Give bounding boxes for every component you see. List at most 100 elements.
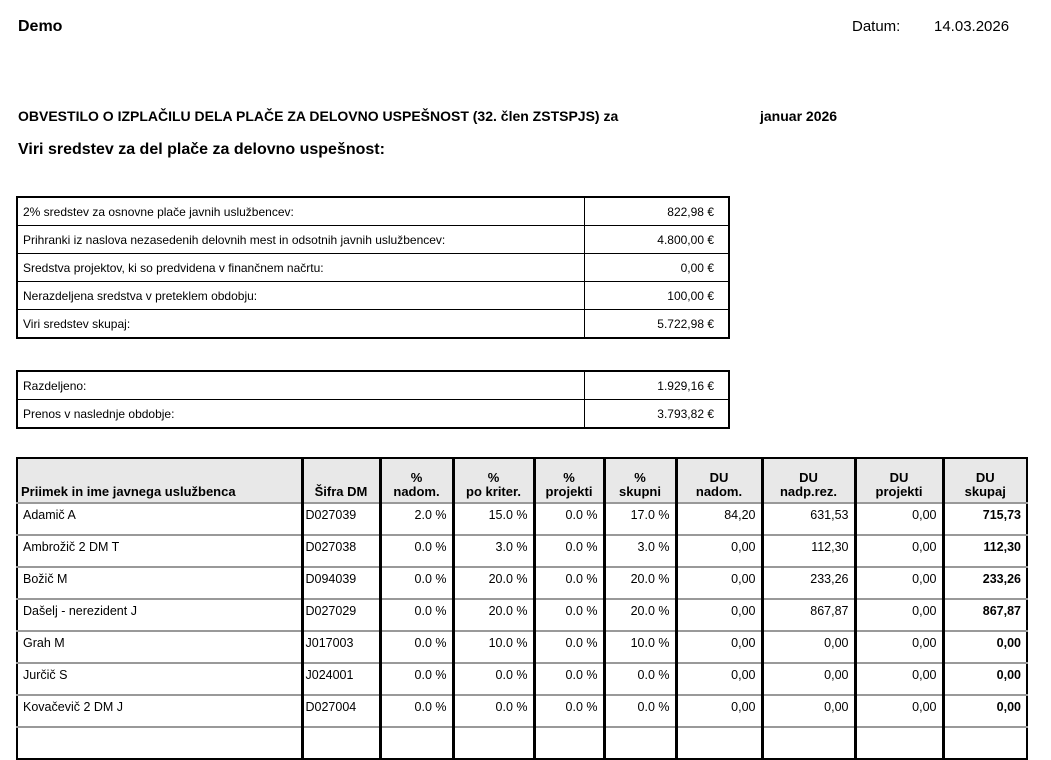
table-cell	[674, 726, 762, 759]
table-cell: 20.0 %	[602, 598, 676, 631]
column-header-label: nadom.	[393, 484, 440, 499]
table-cell: D027004	[300, 694, 380, 727]
table-cell: D094039	[300, 566, 380, 599]
summary-row: 2% sredstev za osnovne plače javnih uslu…	[16, 196, 730, 226]
column-header-label: po kriter.	[466, 484, 521, 499]
table-cell: 0.0 %	[378, 566, 453, 599]
table-cell	[378, 726, 453, 759]
distribution-table: Razdeljeno: 1.929,16 € Prenos v naslednje …	[16, 370, 730, 429]
table-cell: 0,00	[853, 502, 943, 535]
table-cell: Kovačevič 2 DM J	[17, 694, 302, 727]
table-cell: 0,00	[853, 662, 943, 695]
table-cell: Božič M	[17, 566, 302, 599]
column-header-label: skupaj	[964, 484, 1006, 499]
summary-row: Sredstva projektov, ki so predvidena v f…	[16, 253, 730, 282]
table-cell: 715,73	[941, 502, 1027, 535]
column-header: DU skupaj	[941, 458, 1027, 503]
summary-label: Razdeljeno:	[16, 370, 585, 400]
summary-value: 5.722,98 €	[584, 309, 730, 339]
table-cell: 84,20	[674, 502, 762, 535]
table-cell: 0.0 %	[532, 566, 604, 599]
funding-sources-table: 2% sredstev za osnovne plače javnih uslu…	[16, 196, 730, 339]
summary-row: Prenos v naslednje obdobje: 3.793,82 €	[16, 399, 730, 429]
table-cell: 0.0 %	[451, 662, 534, 695]
column-header-label: nadom.	[695, 484, 743, 499]
table-cell: 0,00	[760, 694, 855, 727]
table-cell: 0,00	[853, 598, 943, 631]
column-header-label: nadp.rez.	[779, 484, 838, 499]
table-cell: 112,30	[941, 534, 1027, 567]
table-cell: 0,00	[941, 694, 1027, 727]
summary-label: Sredstva projektov, ki so predvidena v f…	[16, 253, 585, 282]
table-cell: 0.0 %	[451, 694, 534, 727]
table-cell: 0,00	[853, 630, 943, 663]
column-header: % nadom.	[378, 458, 453, 503]
table-cell: Adamič A	[17, 502, 302, 535]
column-header-label: skupni	[619, 484, 661, 499]
table-cell: 17.0 %	[602, 502, 676, 535]
table-cell: 0.0 %	[532, 534, 604, 567]
date-value: 14.03.2026	[934, 18, 1010, 35]
table-cell: 0,00	[941, 662, 1027, 695]
table-row: Ambrožič 2 DM T D027038 0.0 % 3.0 % 0.0 % 3.0…	[17, 534, 1027, 567]
column-header-top: %	[634, 470, 646, 485]
summary-label: Viri sredstev skupaj:	[16, 309, 585, 339]
table-cell: 0,00	[853, 534, 943, 567]
table-cell: 2.0 %	[378, 502, 453, 535]
table-cell: Grah M	[17, 630, 302, 663]
table-cell: 0.0 %	[378, 662, 453, 695]
table-row	[17, 726, 1027, 759]
table-cell	[853, 726, 943, 759]
column-header: DU projekti	[853, 458, 943, 503]
table-cell: 233,26	[760, 566, 855, 599]
date-label: Datum:	[852, 18, 901, 35]
column-header-label: projekti	[545, 484, 593, 499]
column-header: % skupni	[602, 458, 676, 503]
column-header-top: DU	[889, 470, 909, 485]
document-title: OBVESTILO O IZPLAČILU DELA PLAČE ZA DELO…	[18, 108, 619, 124]
table-cell	[451, 726, 534, 759]
table-cell: 20.0 %	[602, 566, 676, 599]
table-cell: 867,87	[760, 598, 855, 631]
table-cell: 0,00	[760, 662, 855, 695]
table-cell: 0.0 %	[378, 630, 453, 663]
table-cell: D027038	[300, 534, 380, 567]
table-cell: 20.0 %	[451, 566, 534, 599]
column-header: % po kriter.	[451, 458, 534, 503]
column-header: DU nadom.	[674, 458, 762, 503]
column-header-label: Šifra DM	[314, 484, 368, 499]
summary-label: 2% sredstev za osnovne plače javnih uslu…	[16, 196, 585, 226]
table-cell: 0,00	[674, 662, 762, 695]
table-cell	[300, 726, 380, 759]
column-header-label: projekti	[875, 484, 923, 499]
table-cell: 0,00	[674, 694, 762, 727]
table-cell: 0.0 %	[532, 662, 604, 695]
table-row: Dašelj - nerezident J D027029 0.0 % 20.0 % 0…	[17, 598, 1027, 631]
table-cell: Jurčič S	[17, 662, 302, 695]
column-header-top: %	[563, 470, 575, 485]
table-cell: 3.0 %	[602, 534, 676, 567]
table-cell: 0,00	[674, 598, 762, 631]
table-cell: 0.0 %	[378, 694, 453, 727]
table-cell: 0.0 %	[532, 598, 604, 631]
column-header-top: DU	[975, 470, 995, 485]
summary-label: Prenos v naslednje obdobje:	[16, 399, 585, 429]
summary-value: 3.793,82 €	[584, 399, 730, 429]
table-cell: 0.0 %	[602, 694, 676, 727]
table-cell: 631,53	[760, 502, 855, 535]
column-header-label: Priimek in ime javnega uslužbenca	[21, 484, 236, 499]
table-cell	[941, 726, 1027, 759]
table-cell: 0,00	[853, 566, 943, 599]
column-header-top: DU	[799, 470, 818, 485]
table-cell: J024001	[300, 662, 380, 695]
table-cell: 0.0 %	[532, 694, 604, 727]
table-cell: 0.0 %	[378, 534, 453, 567]
summary-row: Razdeljeno: 1.929,16 €	[16, 370, 730, 400]
column-header-top: %	[487, 470, 500, 485]
table-cell: 0,00	[941, 630, 1027, 663]
company-name: Demo	[18, 18, 63, 35]
column-header: DU nadp.rez.	[760, 458, 855, 503]
table-cell: 867,87	[941, 598, 1027, 631]
table-cell	[760, 726, 855, 759]
table-row: Božič M D094039 0.0 % 20.0 % 0.0 % 20.0 % 0,00…	[17, 566, 1027, 599]
